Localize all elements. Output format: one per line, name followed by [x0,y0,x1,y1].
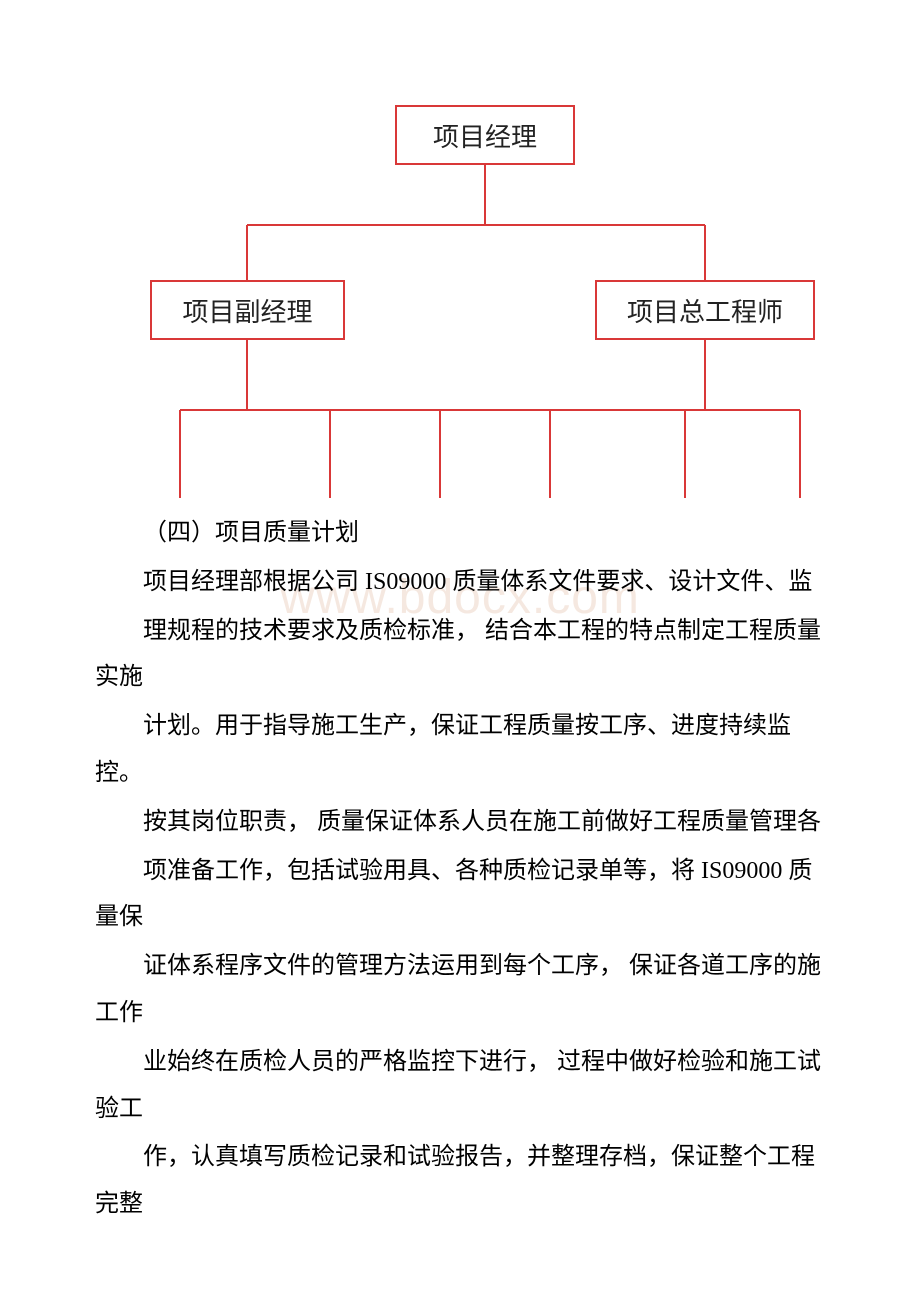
paragraph: 项目经理部根据公司 IS09000 质量体系文件要求、设计文件、监 [95,559,825,606]
node-label: 项目副经理 [182,292,312,329]
paragraph: 项准备工作，包括试验用具、各种质检记录单等，将 IS09000 质量保 [95,848,825,942]
document-body: （四）项目质量计划 项目经理部根据公司 IS09000 质量体系文件要求、设计文… [0,500,920,1228]
paragraph: 计划。用于指导施工生产，保证工程质量按工序、进度持续监控。 [95,703,825,797]
paragraph: 理规程的技术要求及质检标准， 结合本工程的特点制定工程质量实施 [95,608,825,702]
node-chief-engineer: 项目总工程师 [595,280,815,340]
node-project-manager: 项目经理 [395,105,575,165]
node-label: 项目总工程师 [627,292,783,329]
paragraph: 作，认真填写质检记录和试验报告，并整理存档，保证整个工程完整 [95,1134,825,1228]
org-chart: 项目经理 项目副经理 项目总工程师 [0,0,920,500]
paragraph-text: 项准备工作，包括试验用具、各种质检记录单等，将 IS09000 质量保 [95,858,812,931]
paragraph: 按其岗位职责， 质量保证体系人员在施工前做好工程质量管理各 [95,799,825,846]
paragraph-text: 作，认真填写质检记录和试验报告，并整理存档，保证整个工程完整 [95,1144,815,1217]
flowchart-lines [0,0,920,500]
paragraph-text: 证体系程序文件的管理方法运用到每个工序， 保证各道工序的施工作 [95,953,821,1026]
paragraph: 证体系程序文件的管理方法运用到每个工序， 保证各道工序的施工作 [95,943,825,1037]
section-heading: （四）项目质量计划 [95,510,825,557]
paragraph-text: 理规程的技术要求及质检标准， 结合本工程的特点制定工程质量实施 [95,618,821,691]
paragraph-text: 按其岗位职责， 质量保证体系人员在施工前做好工程质量管理各 [143,809,821,835]
node-label: 项目经理 [433,117,537,154]
paragraph-text: 计划。用于指导施工生产，保证工程质量按工序、进度持续监控。 [95,713,791,786]
paragraph-text: 业始终在质检人员的严格监控下进行， 过程中做好检验和施工试验工 [95,1049,821,1122]
node-deputy-manager: 项目副经理 [150,280,345,340]
paragraph: 业始终在质检人员的严格监控下进行， 过程中做好检验和施工试验工 [95,1039,825,1133]
